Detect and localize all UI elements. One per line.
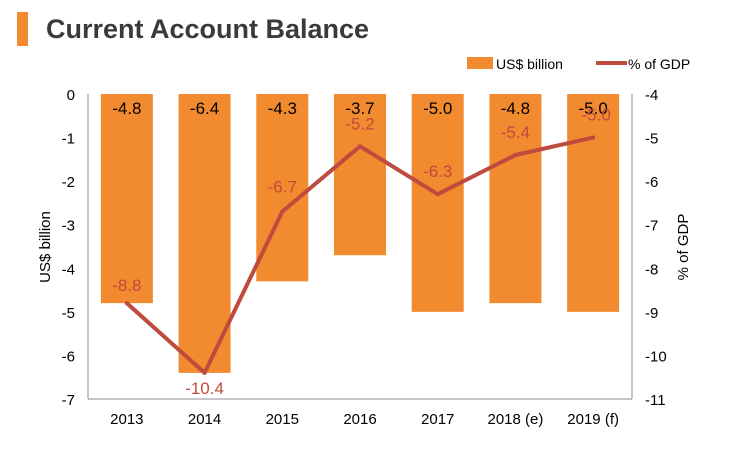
x-tick-label: 2019 (f) [567, 411, 619, 428]
bar-2014 [178, 94, 231, 373]
legend-line-label: % of GDP [628, 56, 690, 72]
bar-data-label: -6.4 [190, 99, 219, 118]
gdp-point [513, 153, 518, 157]
gdp-point [358, 144, 362, 149]
x-tick-label: 2018 (e) [487, 411, 543, 428]
y2-tick-label: -6 [645, 174, 658, 191]
gdp-data-label: -5.4 [501, 123, 530, 142]
gdp-point [124, 301, 129, 306]
bar-2017 [411, 94, 464, 312]
y2-axis-title: % of GDP [675, 214, 692, 281]
y2-tick-label: -4 [645, 87, 658, 104]
bar-data-label: -5.0 [423, 99, 452, 118]
bar-data-label: -5.0 [578, 99, 607, 118]
y-tick-label: 0 [67, 87, 75, 104]
plot-area: 0 -1 -2 -3 -4 -5 -6 -7 -4 -5 -6 -7 -8 -9 -10 -11 2013 201… [62, 87, 667, 428]
x-tick-label: 2014 [188, 411, 221, 428]
y-tick-label: -5 [62, 305, 75, 322]
y-tick-label: -6 [62, 348, 75, 365]
x-tick-label: 2017 [421, 411, 454, 428]
gdp-point [435, 192, 440, 197]
gdp-data-label: -10.4 [185, 379, 224, 398]
gdp-data-label: -6.7 [268, 178, 297, 197]
bar-data-label: -4.3 [268, 99, 297, 118]
x-tick-label: 2013 [110, 411, 143, 428]
bar-2019 (f) [567, 94, 620, 312]
legend-bar-swatch [467, 57, 493, 69]
legend: US$ billion % of GDP [467, 56, 690, 72]
y-tick-label: -2 [62, 174, 75, 191]
bar-2013 [100, 94, 153, 304]
y-tick-label: -1 [62, 131, 75, 148]
gdp-point [280, 209, 285, 214]
y-tick-label: -7 [62, 392, 75, 409]
bar-data-label: -4.8 [112, 99, 141, 118]
gdp-point [202, 370, 207, 375]
y2-tick-label: -9 [645, 305, 658, 322]
gdp-data-label: -5.2 [345, 114, 374, 133]
title-accent-bar [17, 12, 28, 46]
gdp-data-label: -5.0 [581, 106, 610, 125]
y-axis-title: US$ billion [37, 211, 54, 283]
y2-tick-label: -8 [645, 261, 658, 278]
y2-tick-label: -5 [645, 131, 658, 148]
gdp-data-label: -6.3 [423, 162, 452, 181]
bar-2018 (e) [489, 94, 542, 304]
bar-2016 [334, 94, 386, 256]
legend-bar-label: US$ billion [496, 56, 563, 72]
x-tick-label: 2015 [266, 411, 299, 428]
bar-data-label: -4.8 [501, 99, 530, 118]
y2-tick-label: -10 [645, 348, 667, 365]
y-tick-label: -4 [62, 261, 75, 278]
y2-tick-label: -11 [645, 392, 666, 409]
gdp-point [591, 135, 596, 140]
chart-title: Current Account Balance [46, 14, 370, 44]
y-tick-label: -3 [62, 218, 75, 235]
x-tick-label: 2016 [343, 411, 376, 428]
bar-data-label: -3.7 [345, 99, 374, 118]
y2-tick-label: -7 [645, 218, 658, 235]
gdp-data-label: -8.8 [112, 276, 141, 295]
